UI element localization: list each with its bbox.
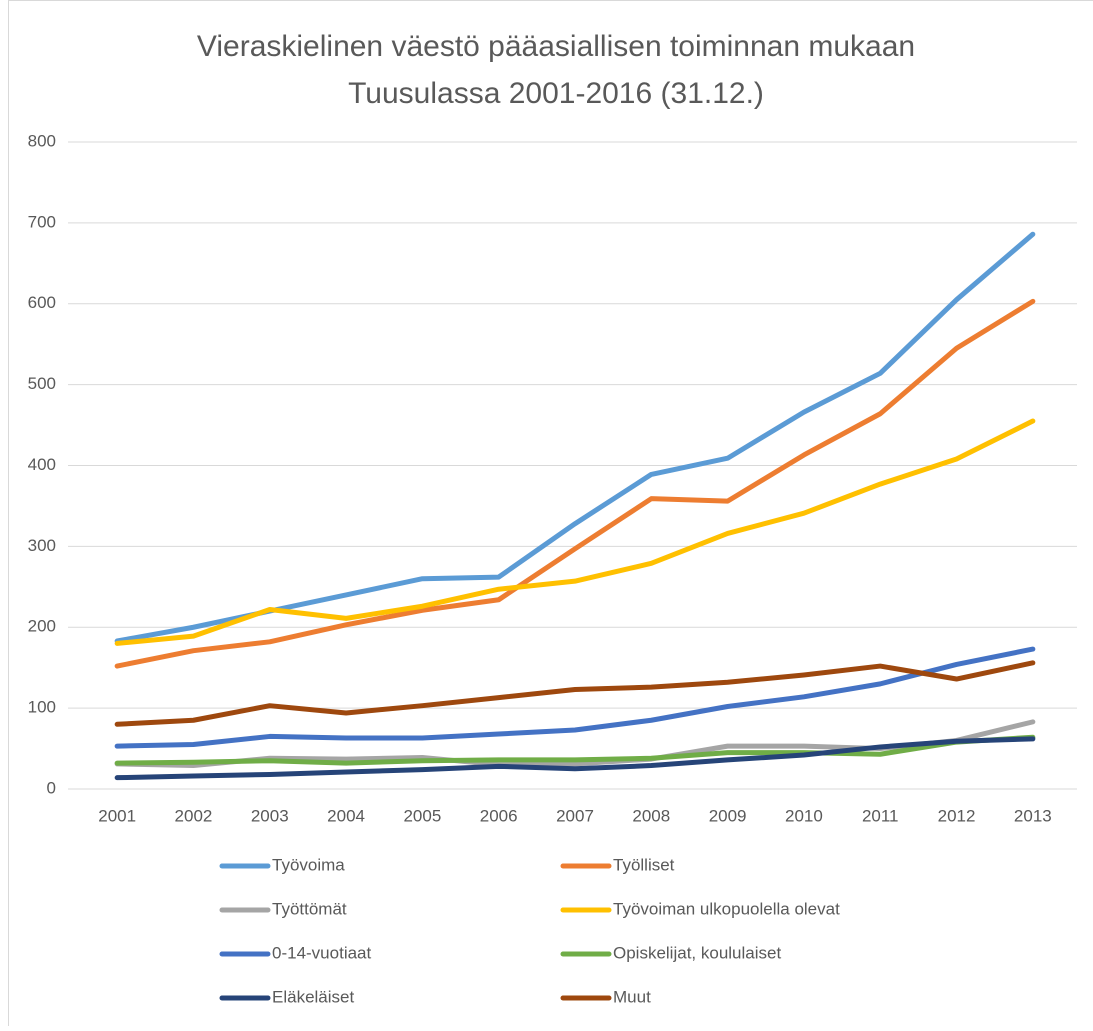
x-tick-label: 2013 xyxy=(1014,806,1052,825)
x-tick-label: 2002 xyxy=(175,806,213,825)
legend-label: Työvoima xyxy=(272,855,345,874)
legend-label: Eläkeläiset xyxy=(272,987,354,1006)
legend-label: 0-14-vuotiaat xyxy=(272,943,372,962)
legend-label: Opiskelijat, koululaiset xyxy=(613,943,781,962)
y-tick-label: 0 xyxy=(47,778,56,797)
x-tick-label: 2003 xyxy=(251,806,289,825)
y-tick-label: 600 xyxy=(28,293,56,312)
y-tick-label: 800 xyxy=(28,131,56,150)
y-tick-label: 100 xyxy=(28,698,56,717)
x-tick-label: 2011 xyxy=(862,806,899,825)
x-tick-label: 2001 xyxy=(98,806,136,825)
x-tick-label: 2008 xyxy=(632,806,670,825)
y-tick-label: 400 xyxy=(28,455,56,474)
chart-border xyxy=(9,1,1093,1027)
x-tick-label: 2007 xyxy=(556,806,594,825)
y-tick-label: 200 xyxy=(28,617,56,636)
x-tick-label: 2009 xyxy=(709,806,747,825)
x-tick-label: 2005 xyxy=(403,806,441,825)
y-tick-label: 500 xyxy=(28,374,56,393)
legend-label: Työvoiman ulkopuolella olevat xyxy=(613,899,840,918)
chart-title: Tuusulassa 2001-2016 (31.12.) xyxy=(348,77,764,110)
legend-label: Muut xyxy=(613,987,651,1006)
y-tick-label: 700 xyxy=(28,212,56,231)
y-tick-label: 300 xyxy=(28,536,56,555)
chart-title: Vieraskielinen väestö pääasiallisen toim… xyxy=(197,30,915,63)
x-tick-label: 2004 xyxy=(327,806,365,825)
legend-label: Työlliset xyxy=(613,855,675,874)
x-tick-label: 2012 xyxy=(938,806,976,825)
legend-label: Työttömät xyxy=(272,899,347,918)
x-tick-label: 2006 xyxy=(480,806,518,825)
x-tick-label: 2010 xyxy=(785,806,823,825)
